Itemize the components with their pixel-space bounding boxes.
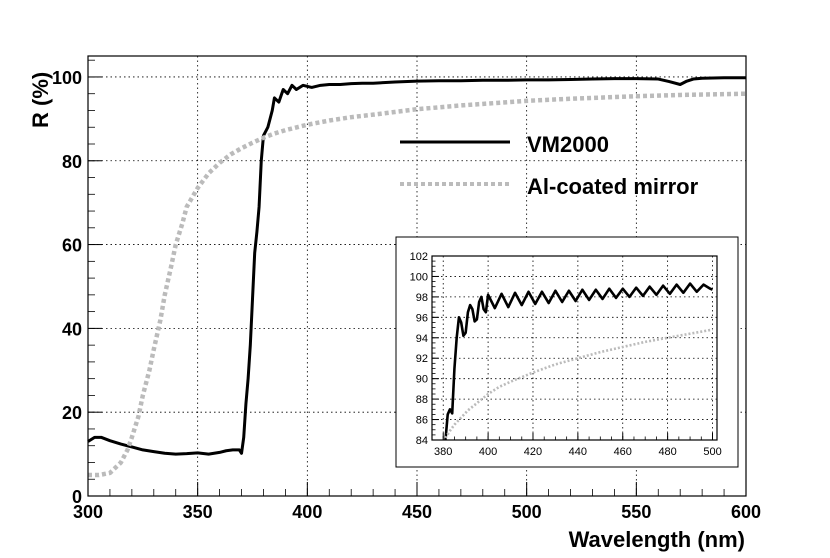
inset-x-tick-label-400: 400 — [479, 446, 497, 458]
inset-y-tick-label-86: 86 — [416, 415, 428, 427]
main-x-tick-label-600: 600 — [731, 502, 761, 522]
main-axes: 300 350 400 450 500 550 600 0 20 40 60 80 100 — [52, 55, 761, 522]
inset-x-tick-label-500: 500 — [703, 446, 721, 458]
main-y-tick-label-20: 20 — [62, 403, 82, 423]
inset-x-tick-label-480: 480 — [658, 446, 676, 458]
inset-x-tick-label-380: 380 — [434, 446, 452, 458]
inset-x-tick-label-420: 420 — [524, 446, 542, 458]
inset-grid — [432, 256, 717, 440]
inset-y-tick-label-100: 100 — [410, 271, 428, 283]
main-x-tick-label-300: 300 — [73, 502, 103, 522]
inset-y-tick-label-94: 94 — [416, 333, 428, 345]
main-x-tick-label-500: 500 — [512, 502, 542, 522]
main-y-tick-label-80: 80 — [62, 152, 82, 172]
legend-label-vm2000: VM2000 — [527, 132, 609, 157]
main-series-vm2000 — [87, 76, 746, 456]
y-axis-title: R (%) — [28, 72, 53, 128]
inset-y-tick-label-88: 88 — [416, 394, 428, 406]
inset-y-tick-label-96: 96 — [416, 312, 428, 324]
inset-y-tick-label-92: 92 — [416, 353, 428, 365]
inset-y-tick-label-84: 84 — [416, 435, 428, 447]
legend-label-al-coated-mirror: Al-coated mirror — [527, 174, 699, 199]
main-x-tick-label-350: 350 — [183, 502, 213, 522]
inset-y-tick-label-90: 90 — [416, 374, 428, 386]
legend: VM2000 Al-coated mirror — [400, 132, 699, 199]
main-x-tick-label-550: 550 — [621, 502, 651, 522]
main-y-tick-label-0: 0 — [72, 487, 82, 507]
main-x-tick-label-400: 400 — [292, 502, 322, 522]
inset-x-tick-label-460: 460 — [614, 446, 632, 458]
main-y-tick-label-40: 40 — [62, 319, 82, 339]
inset-y-tick-label-102: 102 — [410, 251, 428, 263]
main-x-tick-label-450: 450 — [402, 502, 432, 522]
main-series-layer — [87, 76, 747, 478]
inset-x-tick-label-440: 440 — [569, 446, 587, 458]
main-y-tick-label-100: 100 — [52, 68, 82, 88]
inset-series-layer — [444, 282, 714, 441]
inset-series-al-coated-mirror — [444, 328, 713, 439]
main-y-tick-label-60: 60 — [62, 236, 82, 256]
inset-panel: 380 400 420 440 460 480 500 84 86 88 90 92 94 96 98 100… — [395, 236, 739, 468]
inset-axes: 380 400 420 440 460 480 500 84 86 88 90 92 94 96 98 100… — [410, 251, 722, 458]
x-axis-title: Wavelength (nm) — [569, 527, 745, 552]
inset-background — [395, 236, 739, 468]
inset-series-vm2000 — [444, 282, 714, 441]
inset-y-tick-label-98: 98 — [416, 292, 428, 304]
